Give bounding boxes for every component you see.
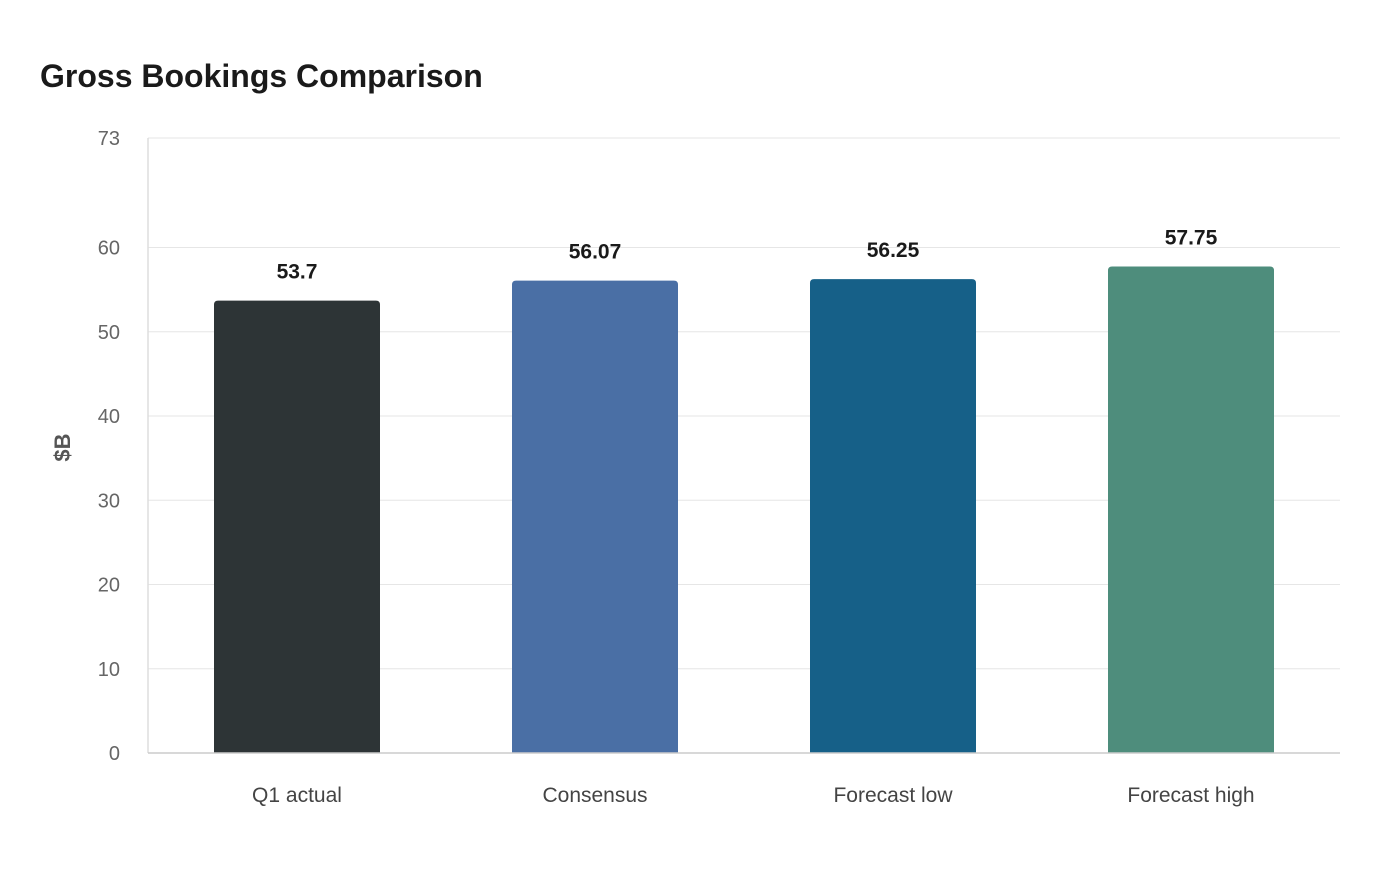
value-labels: 53.7 56.07 56.25 57.75: [277, 226, 1218, 283]
value-label: 56.25: [867, 239, 920, 262]
x-tick-label: Forecast low: [833, 784, 953, 807]
y-tick-label: 10: [98, 659, 120, 681]
y-tick-label: 40: [98, 406, 120, 428]
value-label: 57.75: [1165, 226, 1218, 249]
x-tick-label: Q1 actual: [252, 784, 342, 807]
y-tick-label: 73: [98, 128, 120, 150]
bar-forecast-high: [1108, 266, 1274, 753]
x-tick-label: Forecast high: [1127, 784, 1254, 807]
chart-title: Gross Bookings Comparison: [40, 58, 483, 94]
value-label: 53.7: [277, 261, 318, 284]
bar-consensus: [512, 280, 678, 753]
bar-q1-actual: [214, 300, 380, 753]
y-tick-label: 60: [98, 238, 120, 260]
y-axis-title: $B: [50, 433, 75, 461]
x-axis-labels: Q1 actual Consensus Forecast low Forecast h…: [252, 784, 1255, 807]
y-axis-ticks: 0 10 20 30 40 50 60 73: [98, 128, 120, 765]
bars: [214, 266, 1274, 753]
y-tick-label: 50: [98, 322, 120, 344]
x-tick-label: Consensus: [542, 784, 647, 807]
y-tick-label: 30: [98, 490, 120, 512]
value-label: 56.07: [569, 241, 622, 264]
y-tick-label: 0: [109, 743, 120, 765]
bar-forecast-low: [810, 279, 976, 753]
y-tick-label: 20: [98, 575, 120, 597]
